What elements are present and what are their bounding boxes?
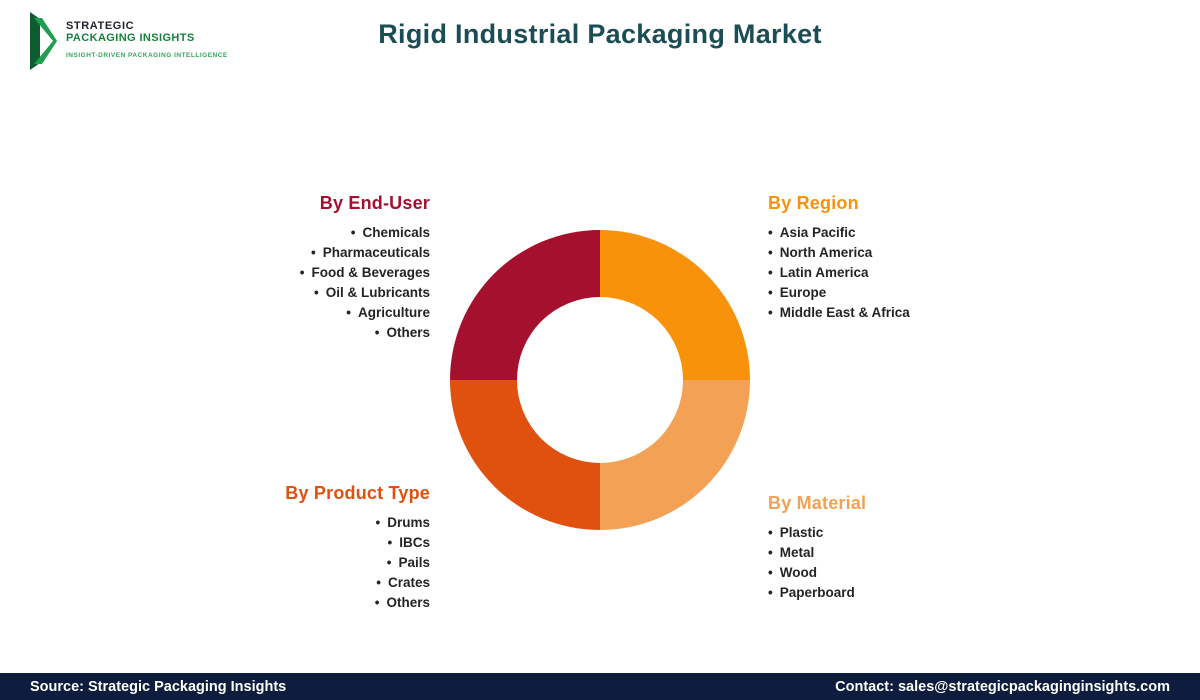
logo-line2: PACKAGING INSIGHTS [66,32,195,44]
page-title: Rigid Industrial Packaging Market [378,19,822,49]
segment-list-region: Asia Pacific North America Latin America… [768,223,910,323]
list-item: IBCs [285,533,430,553]
list-item: Metal [768,543,866,563]
segment-heading-product-type: By Product Type [285,483,430,503]
list-item: Plastic [768,523,866,543]
list-item: Latin America [768,263,910,283]
segment-heading-end-user: By End-User [319,193,430,213]
segment-heading-material: By Material [768,493,867,513]
list-item: Pails [285,553,430,573]
list-item: North America [768,243,910,263]
footer-bar: Source: Strategic Packaging Insights Con… [0,673,1200,700]
list-item: Asia Pacific [768,223,910,243]
list-item: Agriculture [300,303,430,323]
logo-line1: STRATEGIC [66,20,135,32]
list-item: Oil & Lubricants [300,283,430,303]
donut-hole [517,297,683,463]
donut-chart [450,230,750,530]
list-item: Europe [768,283,910,303]
list-item: Others [300,323,430,343]
segment-product-type: By Product Type Drums IBCs Pails Crates … [285,483,430,613]
segment-region: By Region Asia Pacific North America Lat… [768,193,910,323]
segment-end-user: By End-User Chemicals Pharmaceuticals Fo… [300,193,430,343]
list-item: Paperboard [768,583,866,603]
logo: STRATEGIC PACKAGING INSIGHTS INSIGHT-DRI… [30,12,228,75]
segment-list-product-type: Drums IBCs Pails Crates Others [285,513,430,613]
list-item: Chemicals [300,223,430,243]
segment-heading-region: By Region [768,193,859,213]
logo-text: STRATEGIC PACKAGING INSIGHTS INSIGHT-DRI… [66,12,228,59]
list-item: Pharmaceuticals [300,243,430,263]
footer-contact: Contact: sales@strategicpackaginginsight… [835,678,1170,695]
list-item: Middle East & Africa [768,303,910,323]
list-item: Food & Beverages [300,263,430,283]
logo-arrow-icon [30,12,57,75]
logo-tagline: INSIGHT-DRIVEN PACKAGING INTELLIGENCE [66,52,228,59]
list-item: Wood [768,563,866,583]
segment-list-material: Plastic Metal Wood Paperboard [768,523,866,603]
segment-material: By Material Plastic Metal Wood Paperboar… [768,493,866,603]
list-item: Crates [285,573,430,593]
footer-source: Source: Strategic Packaging Insights [30,678,287,695]
list-item: Others [285,593,430,613]
segment-list-end-user: Chemicals Pharmaceuticals Food & Beverag… [300,223,430,343]
list-item: Drums [285,513,430,533]
